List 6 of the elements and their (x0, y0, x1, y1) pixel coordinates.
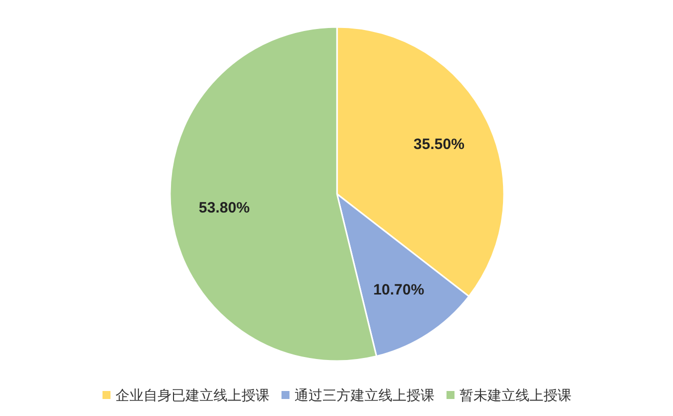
legend-label: 企业自身已建立线上授课 (116, 387, 270, 403)
data-label: 35.50% (414, 136, 464, 154)
data-label: 10.70% (373, 281, 424, 298)
data-label: 53.80% (198, 200, 250, 217)
legend-label: 暂未建立线上授课 (460, 387, 572, 403)
legend-label: 通过三方建立线上授课 (294, 387, 434, 403)
